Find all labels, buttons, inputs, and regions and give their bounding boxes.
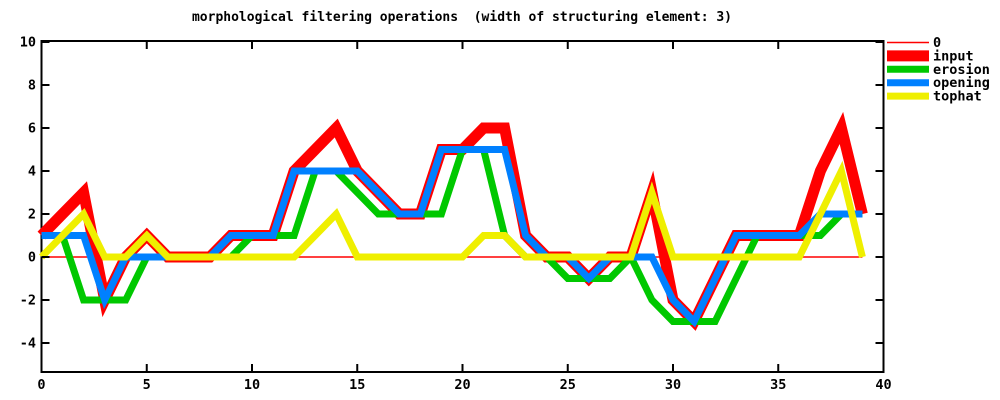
x-tick-label: 30 — [665, 377, 681, 393]
x-tick-label: 35 — [770, 377, 786, 393]
x-tick-label: 5 — [143, 377, 151, 393]
legend-label-0: 0 — [933, 35, 941, 51]
series-line-input — [37, 111, 868, 331]
x-tick-label: 0 — [37, 377, 45, 393]
y-tick-label: 10 — [20, 35, 36, 51]
legend-label-erosion: erosion — [933, 62, 990, 78]
x-tick-label: 25 — [560, 377, 576, 393]
y-tick-label: -4 — [20, 336, 36, 352]
legend-label-tophat: tophat — [933, 89, 982, 105]
plot-border — [40, 40, 885, 373]
legend-label-input: input — [933, 48, 974, 64]
y-tick-label: 2 — [28, 207, 36, 223]
y-tick-label: -2 — [20, 293, 36, 309]
series-lines — [37, 111, 868, 331]
x-tick-label: 10 — [244, 377, 260, 393]
x-tick-label: 20 — [454, 377, 470, 393]
y-tick-label: 4 — [28, 164, 36, 180]
plot-frame — [40, 40, 885, 373]
x-tick-label: 15 — [349, 377, 365, 393]
y-tick-label: 0 — [28, 250, 36, 266]
axis-ticks: 0 5 10 15 20 25 30 35 40 -4 -2 0 2 4 6 8 10 — [20, 35, 892, 394]
x-tick-label: 40 — [875, 377, 891, 393]
series-line-tophat — [38, 160, 866, 261]
legend-label-opening: opening — [933, 75, 990, 91]
y-tick-label: 8 — [28, 78, 36, 94]
chart-title: morphological filtering operations (widt… — [192, 10, 732, 25]
y-tick-label: 6 — [28, 121, 36, 137]
